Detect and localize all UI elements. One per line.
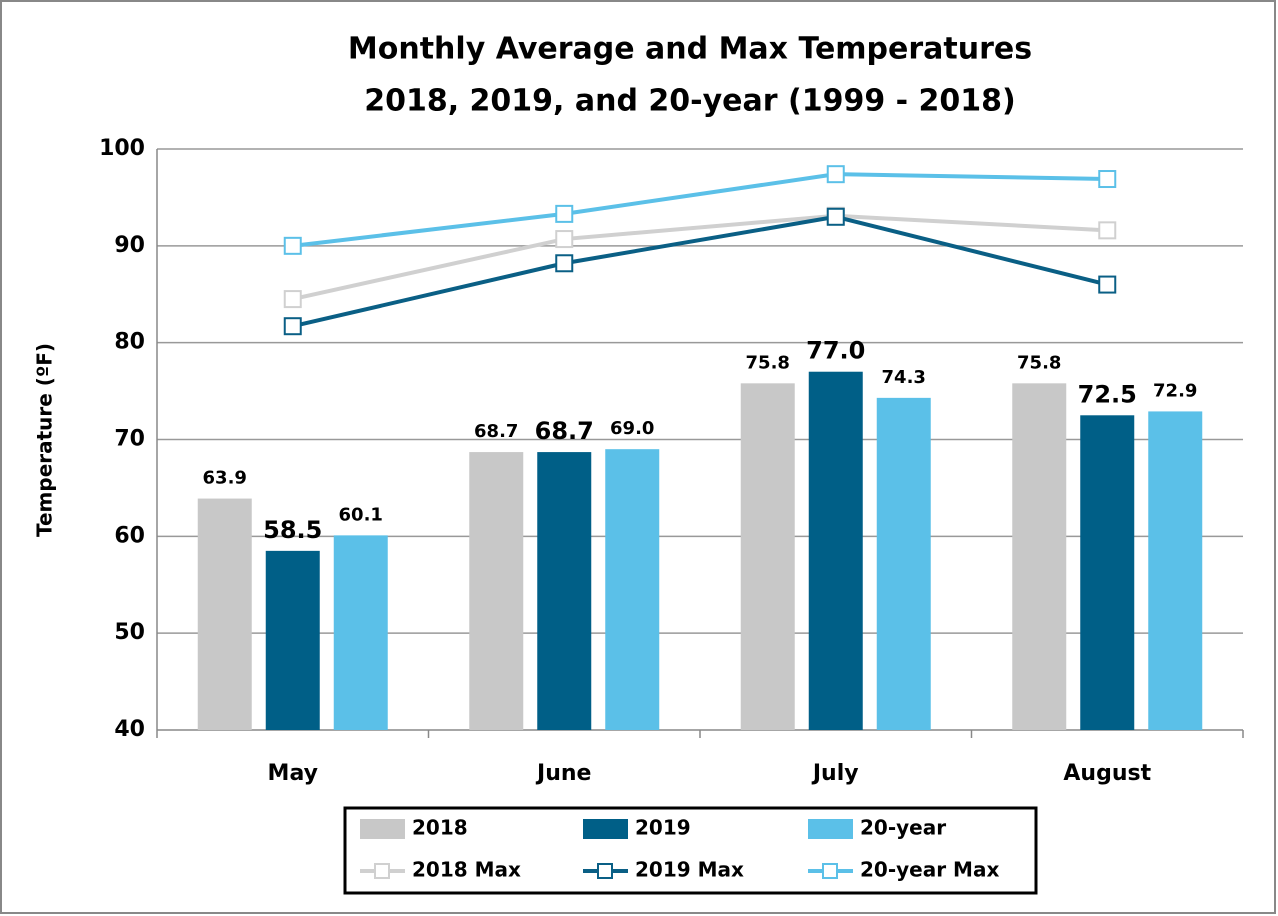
- legend-label: 2018 Max: [412, 858, 521, 882]
- data-label: 75.8: [1017, 352, 1061, 373]
- legend-label: 2019 Max: [635, 858, 744, 882]
- legend-label: 20-year Max: [860, 858, 999, 882]
- data-label: 63.9: [203, 468, 247, 489]
- y-tick-label: 100: [99, 136, 145, 161]
- marker: [1098, 221, 1117, 240]
- marker: [1098, 170, 1117, 189]
- data-label: 77.0: [806, 337, 865, 365]
- legend-swatch: [597, 863, 613, 879]
- chart-title: Monthly Average and Max Temperatures: [348, 32, 1032, 67]
- data-label: 75.8: [746, 352, 790, 373]
- data-label: 72.5: [1078, 380, 1137, 408]
- legend-box: [343, 806, 1038, 895]
- marker: [283, 290, 302, 309]
- data-label: 68.7: [474, 421, 518, 442]
- y-tick-label: 80: [114, 330, 145, 355]
- line: [292, 172, 1108, 248]
- y-tick-label: 50: [114, 620, 145, 645]
- marker: [555, 254, 574, 273]
- data-label: 68.7: [535, 417, 594, 445]
- bar: [876, 397, 931, 730]
- data-label: 69.0: [610, 418, 654, 439]
- bar: [1148, 411, 1203, 730]
- marker: [283, 317, 302, 336]
- marker: [826, 207, 845, 226]
- y-tick-label: 90: [114, 233, 145, 258]
- bar: [537, 452, 592, 730]
- x-tick-label: July: [811, 761, 859, 786]
- data-label: 74.3: [882, 367, 926, 388]
- x-tick-label: June: [535, 761, 591, 786]
- bar: [808, 371, 863, 730]
- bar: [469, 452, 524, 730]
- data-label: 72.9: [1153, 380, 1197, 401]
- y-tick-label: 70: [114, 427, 145, 452]
- marker: [555, 230, 574, 249]
- bar: [740, 383, 795, 730]
- line: [292, 213, 1108, 302]
- marker: [555, 204, 574, 223]
- legend-label: 2019: [635, 816, 691, 840]
- y-tick-label: 60: [114, 523, 145, 548]
- chart-title: 2018, 2019, and 20-year (1999 - 2018): [364, 84, 1016, 119]
- data-label: 60.1: [339, 504, 383, 525]
- y-tick-label: 40: [114, 717, 145, 742]
- y-axis-label: Temperature (ºF): [33, 343, 57, 537]
- legend-label: 2018: [412, 816, 468, 840]
- legend-swatch: [822, 863, 838, 879]
- bar: [265, 550, 320, 730]
- legend-label: 20-year: [860, 816, 946, 840]
- x-tick-label: August: [1063, 761, 1151, 786]
- legend-swatch: [808, 819, 853, 839]
- line: [292, 214, 1108, 329]
- legend-swatch: [583, 819, 628, 839]
- marker: [826, 165, 845, 184]
- bar: [605, 449, 660, 730]
- marker: [283, 236, 302, 255]
- legend-swatch: [374, 863, 390, 879]
- data-label: 58.5: [263, 516, 322, 544]
- bar: [1012, 383, 1067, 730]
- bar: [1080, 415, 1135, 730]
- marker: [1098, 275, 1117, 294]
- x-tick-label: May: [268, 761, 318, 786]
- bar: [197, 498, 252, 730]
- legend-swatch: [360, 819, 405, 839]
- bar: [333, 535, 388, 730]
